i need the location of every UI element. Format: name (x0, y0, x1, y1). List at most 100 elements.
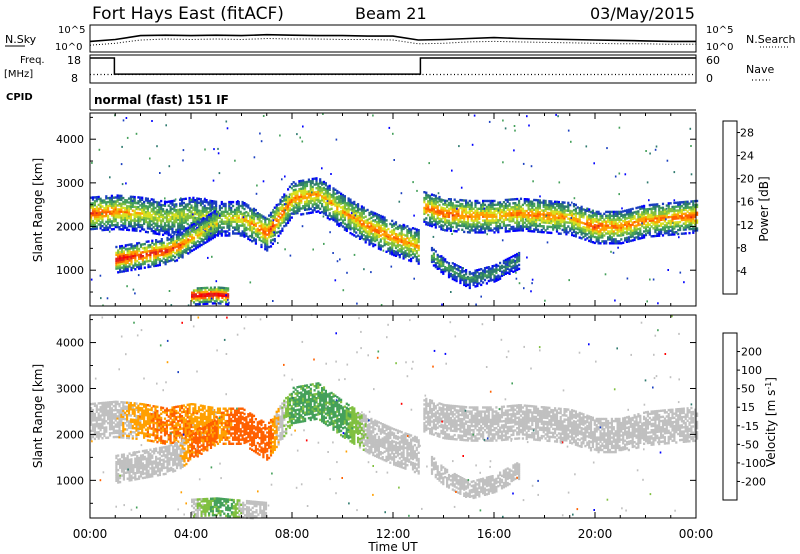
power-cell (132, 219, 134, 221)
power-cell (463, 215, 465, 217)
cpid-text: normal (fast) 151 IF (94, 93, 229, 107)
power-cell (586, 237, 588, 239)
power-cell (251, 226, 253, 228)
power-cell (329, 212, 331, 214)
power-cell (683, 223, 685, 225)
power-cell (126, 199, 128, 201)
power-cell (429, 217, 431, 219)
power-cell (287, 188, 289, 190)
power-cell (444, 208, 446, 210)
power-cell (122, 197, 124, 199)
power-cell (331, 194, 333, 196)
power-cell (321, 211, 323, 213)
power-cell (109, 218, 111, 220)
power-cell (306, 212, 308, 214)
power-cell (147, 205, 149, 207)
power-cell (353, 207, 355, 209)
power-cell (221, 287, 223, 289)
power-cell (255, 229, 257, 231)
power-cell (260, 244, 262, 246)
power-cell (183, 198, 185, 200)
power-cell (581, 221, 583, 223)
power-cell (132, 245, 134, 247)
power-cell (228, 213, 230, 215)
power-cell (329, 208, 331, 210)
power-cell (236, 232, 238, 234)
power-cell (238, 230, 240, 232)
power-cell (355, 210, 357, 212)
power-cell (435, 250, 437, 252)
power-cell (607, 215, 609, 217)
power-cell (395, 227, 397, 229)
power-cell (431, 197, 433, 199)
power-cell (427, 200, 429, 202)
power-cell (342, 219, 344, 221)
power-cell (351, 233, 353, 235)
power-cell (427, 222, 429, 224)
nsearch-label: N.Search (746, 33, 796, 46)
power-cell (232, 201, 234, 203)
power-cell (214, 286, 216, 288)
power-cell (245, 227, 247, 229)
power-cell (361, 231, 363, 233)
power-cell (140, 244, 142, 246)
power-cell (276, 218, 278, 220)
power-cell (457, 273, 459, 275)
noise-tick-right-bottom: 10^0 (706, 42, 733, 53)
power-cell (163, 251, 165, 253)
power-cell (274, 238, 276, 240)
power-cell (478, 208, 480, 210)
power-cell (204, 242, 206, 244)
power-cell (666, 230, 668, 232)
power-cell (637, 210, 639, 212)
power-cell (641, 233, 643, 235)
power-cell (370, 211, 372, 213)
power-cell (359, 208, 361, 210)
power-cell (486, 200, 488, 202)
power-cell (520, 225, 522, 227)
power-cell (545, 219, 547, 221)
power-cell (208, 229, 210, 231)
power-cell (170, 245, 172, 247)
power-cell (446, 204, 448, 206)
power-cell (626, 209, 628, 211)
power-cell (692, 200, 694, 202)
power-cell (315, 211, 317, 213)
power-cell (157, 241, 159, 243)
power-cell (367, 209, 369, 211)
power-cell (456, 201, 458, 203)
power-cell (300, 180, 302, 182)
power-cell (308, 212, 310, 214)
power-cell (429, 195, 431, 197)
power-cell (218, 286, 220, 288)
power-cell (493, 274, 495, 276)
power-cell (340, 210, 342, 212)
power-cell (193, 289, 195, 291)
power-scatter-cells (90, 113, 698, 307)
power-cell (406, 225, 408, 227)
power-cell (599, 228, 601, 230)
power-cell (183, 239, 185, 241)
power-cell (195, 293, 197, 295)
power-cell (137, 200, 139, 202)
power-cell (539, 231, 541, 233)
power-cell (414, 253, 416, 255)
power-cell (223, 226, 225, 228)
power-cell (507, 205, 509, 207)
power-cell (164, 201, 166, 203)
power-cell (177, 209, 179, 211)
power-cell (501, 221, 503, 223)
power-cell (450, 273, 452, 275)
power-cell (446, 219, 448, 221)
power-cell (510, 206, 512, 208)
power-cell (501, 271, 503, 273)
power-cell (469, 277, 471, 279)
power-cell (482, 200, 484, 202)
power-cell (509, 199, 511, 201)
power-cell (172, 235, 174, 237)
power-cell (507, 212, 509, 214)
power-cell (206, 199, 208, 201)
power-cell (159, 240, 161, 242)
power-cell (151, 198, 153, 200)
power-cell (607, 236, 609, 238)
